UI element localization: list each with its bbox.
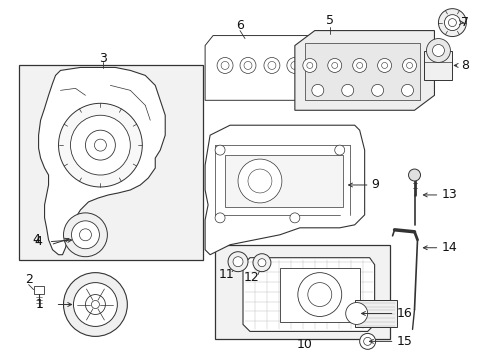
Circle shape (431, 45, 444, 57)
Text: 11: 11 (218, 268, 233, 281)
Circle shape (407, 169, 420, 181)
Circle shape (91, 301, 99, 309)
Circle shape (63, 273, 127, 336)
Circle shape (252, 254, 270, 272)
Text: 10: 10 (296, 338, 312, 351)
Bar (224, 155, 342, 207)
Circle shape (381, 62, 387, 68)
Circle shape (215, 145, 224, 155)
Circle shape (240, 58, 255, 73)
Polygon shape (204, 36, 334, 100)
Circle shape (302, 58, 316, 72)
Circle shape (377, 58, 391, 72)
Circle shape (73, 283, 117, 327)
Circle shape (217, 58, 233, 73)
Text: 13: 13 (441, 188, 456, 202)
Bar (304, 42, 419, 100)
Polygon shape (204, 125, 364, 255)
Circle shape (359, 333, 375, 349)
Circle shape (307, 283, 331, 306)
Circle shape (447, 19, 455, 27)
Circle shape (63, 213, 107, 257)
Circle shape (401, 84, 413, 96)
Circle shape (363, 337, 371, 345)
Polygon shape (39, 67, 165, 255)
Circle shape (238, 159, 281, 203)
Circle shape (327, 58, 341, 72)
Circle shape (267, 62, 275, 69)
Circle shape (297, 273, 341, 316)
Circle shape (289, 213, 299, 223)
Circle shape (59, 103, 142, 187)
Text: 2: 2 (24, 273, 33, 286)
Text: 5: 5 (325, 14, 333, 27)
Circle shape (331, 62, 337, 68)
Circle shape (341, 84, 353, 96)
Circle shape (402, 58, 416, 72)
Circle shape (221, 62, 228, 69)
Circle shape (426, 39, 449, 62)
Circle shape (371, 84, 383, 96)
Circle shape (311, 84, 323, 96)
Circle shape (438, 9, 466, 37)
Circle shape (264, 58, 279, 73)
Circle shape (85, 294, 105, 315)
Circle shape (286, 58, 302, 73)
Text: 3: 3 (99, 52, 107, 65)
Text: 1: 1 (36, 298, 43, 311)
Circle shape (306, 62, 312, 68)
Circle shape (406, 62, 412, 68)
Circle shape (444, 15, 459, 31)
Circle shape (70, 115, 130, 175)
Polygon shape (243, 258, 374, 332)
Bar (354, 300, 396, 328)
Circle shape (215, 213, 224, 223)
Text: 9: 9 (371, 179, 379, 192)
Circle shape (290, 62, 298, 69)
Circle shape (345, 302, 367, 324)
Circle shape (233, 257, 243, 267)
Circle shape (247, 169, 271, 193)
Circle shape (334, 145, 344, 155)
Text: 16: 16 (396, 307, 411, 320)
Bar (279, 268, 359, 323)
Bar (215, 245, 389, 339)
Bar (424, 50, 451, 80)
Circle shape (244, 62, 251, 69)
Text: 6: 6 (236, 19, 244, 32)
Circle shape (94, 139, 106, 151)
Bar (19, 66, 203, 260)
Circle shape (356, 62, 362, 68)
Text: 7: 7 (461, 16, 468, 29)
Circle shape (227, 252, 247, 272)
Text: 14: 14 (441, 241, 456, 254)
Bar (34, 285, 43, 293)
Circle shape (71, 221, 99, 249)
Text: 12: 12 (244, 271, 259, 284)
Circle shape (85, 130, 115, 160)
Circle shape (309, 58, 325, 73)
Circle shape (352, 58, 366, 72)
Text: 15: 15 (396, 335, 411, 348)
Circle shape (80, 229, 91, 241)
Polygon shape (294, 31, 433, 110)
Text: 4: 4 (33, 233, 41, 246)
Text: 8: 8 (461, 59, 468, 72)
Text: 4: 4 (35, 235, 42, 248)
Circle shape (313, 62, 321, 69)
Circle shape (258, 259, 265, 267)
